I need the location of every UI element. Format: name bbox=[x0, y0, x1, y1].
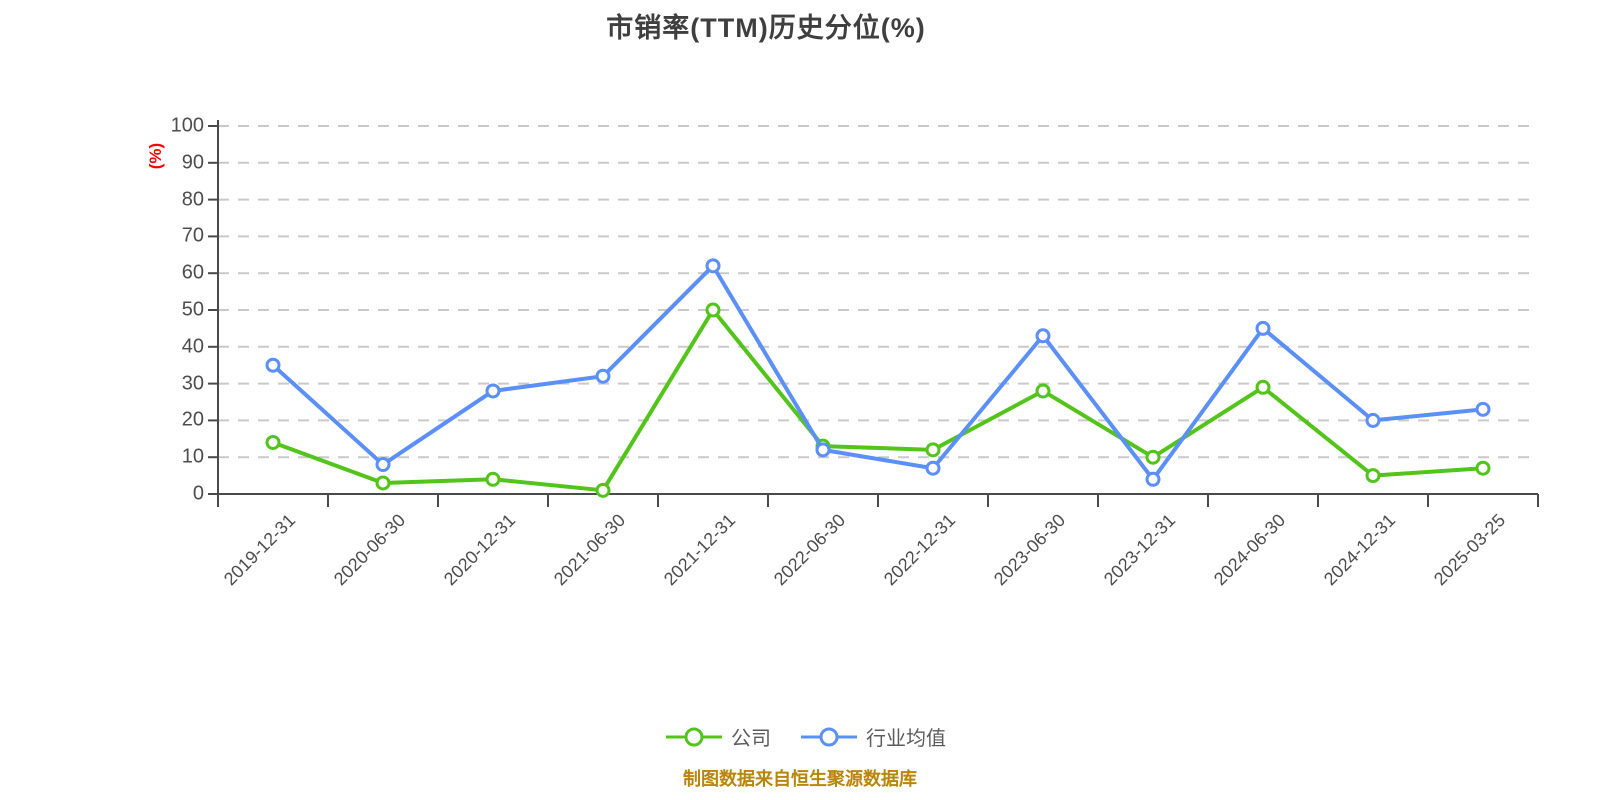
y-tick-label: 70 bbox=[181, 224, 204, 247]
data-point-marker bbox=[595, 482, 611, 498]
legend-label: 行业均值 bbox=[866, 728, 946, 750]
legend: 公司 行业均值 bbox=[666, 722, 946, 751]
data-point-marker bbox=[1365, 412, 1381, 428]
data-source-caption: 制图数据来自恒生聚源数据库 bbox=[683, 769, 917, 789]
legend-item-industry-average[interactable]: 行业均值 bbox=[801, 722, 946, 751]
y-tick-label: 80 bbox=[181, 188, 204, 211]
data-point-marker bbox=[1145, 449, 1161, 465]
data-point-marker bbox=[375, 457, 391, 473]
data-point-marker bbox=[375, 475, 391, 491]
y-tick-label: 60 bbox=[181, 261, 204, 284]
y-tick-label: 0 bbox=[192, 482, 204, 505]
y-tick-label: 10 bbox=[181, 445, 204, 468]
data-point-marker bbox=[1255, 379, 1271, 395]
legend-marker-icon bbox=[801, 727, 857, 746]
data-point-marker bbox=[705, 258, 721, 274]
y-tick-label: 90 bbox=[181, 151, 204, 174]
data-point-marker bbox=[1475, 401, 1491, 417]
legend-marker-icon bbox=[666, 727, 722, 746]
series-line-industry-average bbox=[271, 263, 1484, 482]
data-point-marker bbox=[705, 302, 721, 318]
chart-title: 市销率(TTM)历史分位(%) bbox=[606, 13, 926, 43]
data-point-marker bbox=[1255, 320, 1271, 336]
y-tick-label: 40 bbox=[181, 335, 204, 358]
legend-item-company[interactable]: 公司 bbox=[666, 722, 771, 751]
data-point-marker bbox=[815, 442, 831, 458]
data-point-marker bbox=[925, 442, 941, 458]
data-point-marker bbox=[595, 368, 611, 384]
data-point-marker bbox=[1365, 468, 1381, 484]
data-point-marker bbox=[1475, 460, 1491, 476]
series-line-company bbox=[272, 308, 1484, 493]
y-tick-label: 100 bbox=[170, 114, 204, 137]
y-tick-label: 30 bbox=[181, 372, 204, 395]
data-point-marker bbox=[925, 460, 941, 476]
y-tick-label: 20 bbox=[181, 408, 204, 431]
data-point-marker bbox=[265, 434, 281, 450]
data-point-marker bbox=[485, 471, 501, 487]
legend-label: 公司 bbox=[731, 728, 771, 750]
y-tick-label: 50 bbox=[181, 298, 204, 321]
data-point-marker bbox=[485, 383, 501, 399]
data-point-marker bbox=[1035, 383, 1051, 399]
data-point-marker bbox=[265, 357, 281, 373]
data-point-marker bbox=[1035, 328, 1051, 344]
data-point-marker bbox=[1145, 471, 1161, 487]
